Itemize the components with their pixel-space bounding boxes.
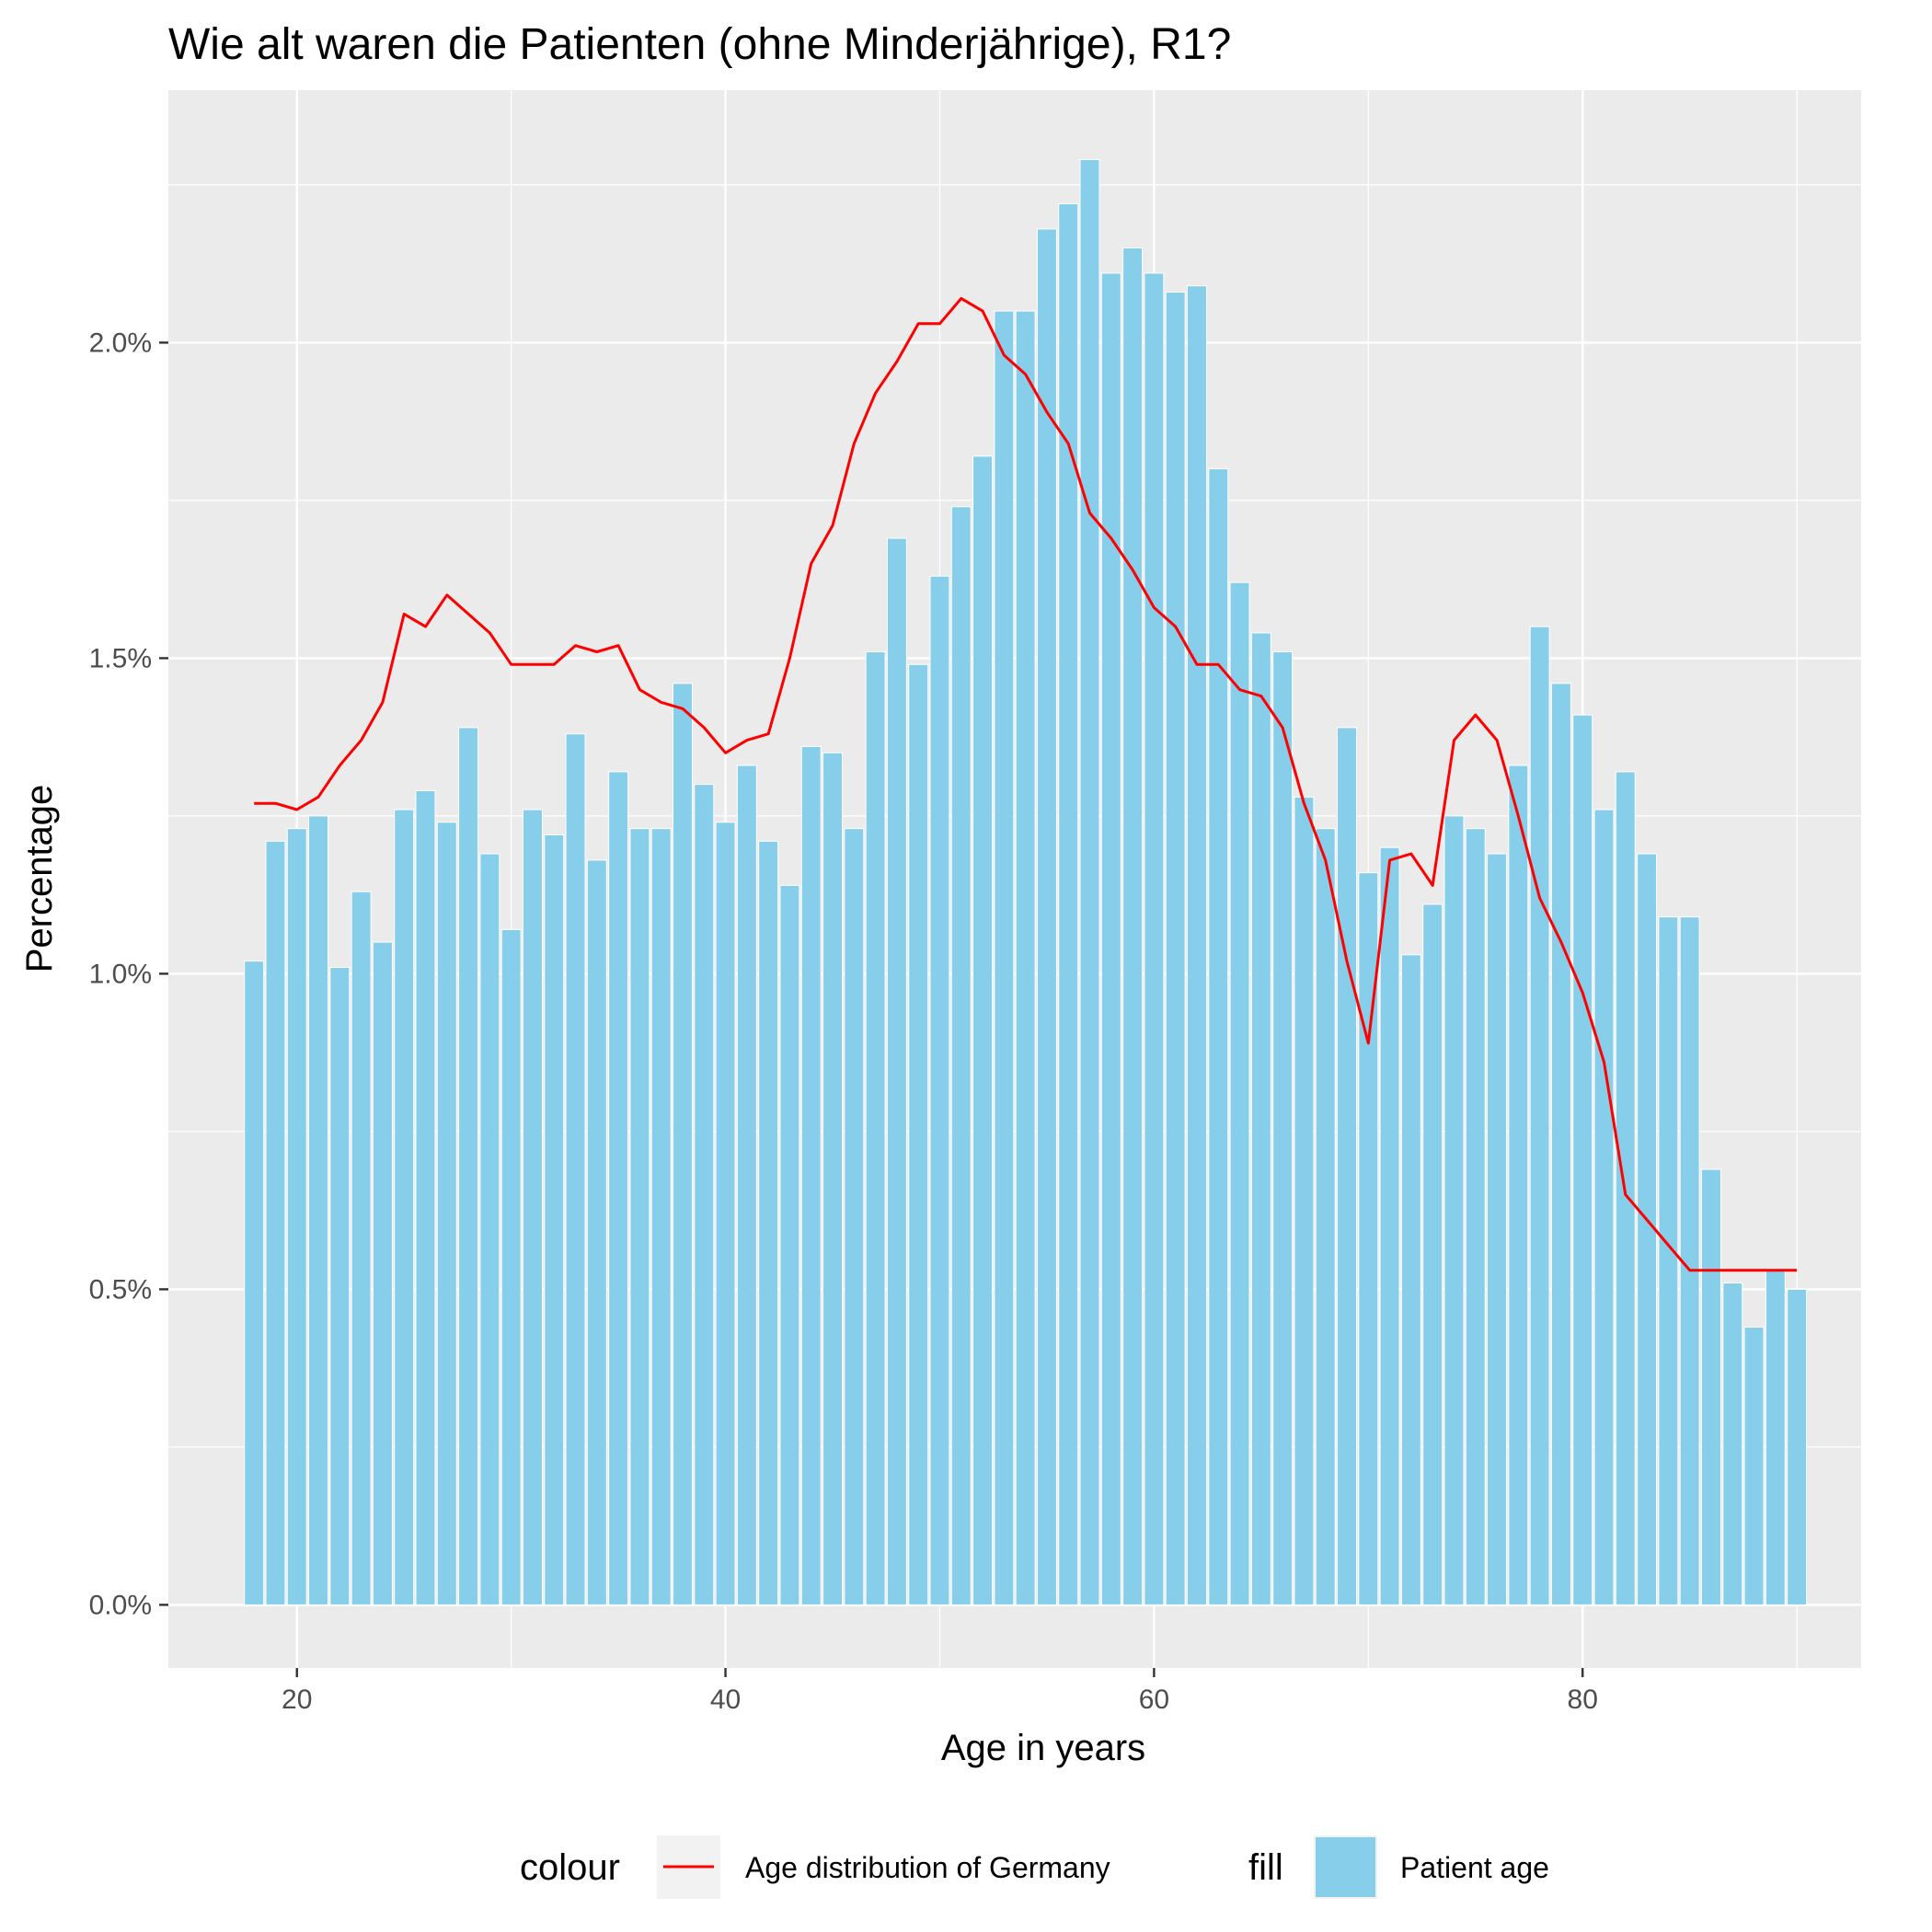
bar — [1036, 228, 1057, 1605]
bar — [308, 815, 329, 1605]
bar — [436, 822, 457, 1605]
legend-fill-key-swatch — [1316, 1837, 1375, 1897]
bar — [822, 752, 844, 1605]
y-tick-labels: 0.0% 0.5% 1.0% 1.5% 2.0% — [89, 328, 152, 1620]
bar — [372, 941, 393, 1605]
bar — [415, 789, 436, 1605]
x-tick-label: 40 — [710, 1685, 741, 1715]
bar — [1487, 853, 1508, 1605]
bar — [1722, 1282, 1743, 1605]
bar — [1229, 581, 1250, 1605]
y-tick-label: 0.0% — [89, 1590, 152, 1620]
bar — [1593, 809, 1615, 1605]
x-tick-label: 80 — [1568, 1685, 1598, 1715]
x-tick-label: 20 — [282, 1685, 312, 1715]
bar — [1250, 632, 1271, 1605]
bar — [394, 809, 415, 1605]
bar — [500, 928, 522, 1605]
x-tick-label: 60 — [1139, 1685, 1169, 1715]
bar — [1700, 1168, 1721, 1605]
bar — [972, 455, 994, 1605]
line-series-germany — [254, 296, 1798, 1272]
bar — [1658, 916, 1679, 1605]
bar — [950, 506, 972, 1605]
bar — [1422, 903, 1443, 1605]
bar — [244, 960, 265, 1605]
legend-fill-title: fill — [1248, 1847, 1283, 1888]
bar — [1122, 247, 1144, 1605]
bar — [329, 967, 351, 1605]
bar — [1058, 202, 1079, 1605]
bar — [1743, 1327, 1765, 1605]
bar — [1079, 158, 1100, 1605]
bar — [800, 745, 822, 1605]
bar — [929, 575, 950, 1605]
bar — [479, 853, 500, 1605]
bar — [1144, 272, 1165, 1605]
y-tick-label: 2.0% — [89, 328, 152, 358]
bar — [1186, 285, 1207, 1605]
plot-title: Wie alt waren die Patienten (ohne Minder… — [168, 20, 1231, 69]
y-axis-title: Percentage — [19, 785, 60, 973]
bar — [908, 663, 929, 1605]
bar — [779, 884, 800, 1605]
bar — [1465, 828, 1486, 1605]
bar — [265, 840, 286, 1605]
bar — [522, 809, 543, 1605]
bar — [865, 651, 886, 1605]
line-layer — [254, 296, 1798, 1272]
bar — [1165, 292, 1186, 1605]
bar — [1272, 651, 1294, 1605]
y-tick-label: 1.0% — [89, 959, 152, 989]
legend: colour Age distribution of Germany fill … — [520, 1835, 1549, 1899]
x-tick-labels: 20 40 60 80 — [282, 1685, 1598, 1715]
bar — [736, 765, 757, 1605]
legend-colour-label: Age distribution of Germany — [745, 1851, 1110, 1884]
bar — [1787, 1288, 1808, 1605]
bar — [1765, 1270, 1786, 1605]
bar — [1400, 954, 1421, 1605]
bar — [650, 828, 672, 1605]
bar — [886, 537, 907, 1605]
bar — [586, 859, 607, 1605]
bar — [1208, 468, 1229, 1605]
bar — [1379, 846, 1400, 1605]
bar — [1315, 828, 1336, 1605]
bar — [694, 784, 715, 1605]
bar — [286, 828, 307, 1605]
y-tick-label: 1.5% — [89, 643, 152, 673]
bar — [1100, 272, 1121, 1605]
bar — [994, 310, 1015, 1605]
bar — [1358, 872, 1379, 1605]
bar — [1337, 727, 1357, 1605]
bar — [1508, 765, 1529, 1605]
bar — [565, 733, 586, 1605]
bar — [351, 891, 372, 1605]
bar — [673, 683, 693, 1605]
x-axis-title: Age in years — [941, 1728, 1145, 1768]
bar — [758, 840, 779, 1605]
legend-fill-label: Patient age — [1400, 1851, 1549, 1884]
bar — [1529, 626, 1550, 1605]
bar — [1550, 683, 1571, 1605]
bar — [1572, 714, 1593, 1605]
axis-ticks — [159, 341, 1584, 1677]
bar — [1015, 310, 1036, 1605]
bar — [1294, 796, 1315, 1605]
y-tick-label: 0.5% — [89, 1274, 152, 1305]
bar — [1443, 815, 1465, 1605]
bar — [544, 834, 565, 1605]
bar — [608, 771, 629, 1605]
bars — [244, 158, 1808, 1605]
bar — [458, 727, 479, 1605]
bar — [844, 828, 865, 1605]
bar — [629, 828, 650, 1605]
bar — [715, 822, 736, 1605]
legend-colour-title: colour — [520, 1847, 620, 1888]
